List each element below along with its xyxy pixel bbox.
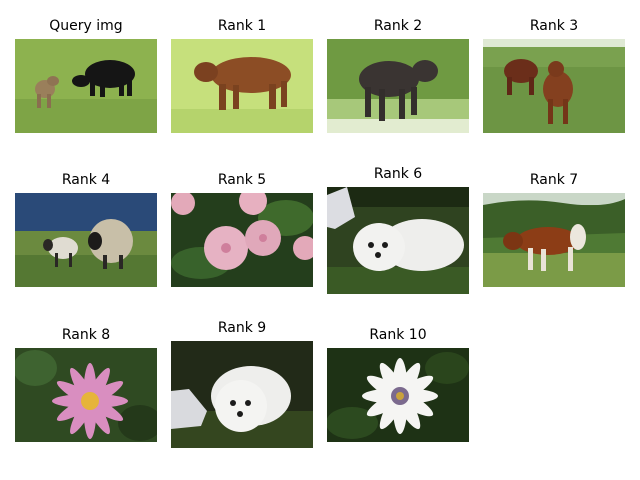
white-dog-grass-icon <box>327 187 469 294</box>
panel-rank5: Rank 5 <box>171 172 313 287</box>
black-cow-grass-icon <box>327 39 469 133</box>
brown-cow-grass-icon <box>171 39 313 133</box>
panel-caption: Rank 6 <box>373 166 423 182</box>
panel-caption: Rank 10 <box>369 327 427 343</box>
white-dog-shoe-icon <box>171 341 313 448</box>
panel-rank2: Rank 2 <box>327 18 469 133</box>
panel-caption: Rank 1 <box>217 18 267 34</box>
panel-caption: Rank 9 <box>217 320 267 336</box>
pink-flowers-leaves-icon <box>171 193 313 287</box>
panel-caption: Rank 2 <box>373 18 423 34</box>
panel-caption: Rank 7 <box>529 172 579 188</box>
white-daisy-icon <box>327 348 469 442</box>
brown-white-cow-field-icon <box>483 193 625 287</box>
panel-caption: Rank 4 <box>61 172 111 188</box>
pink-daisy-icon <box>15 348 157 442</box>
panel-rank8: Rank 8 <box>15 327 157 442</box>
panel-rank1: Rank 1 <box>171 18 313 133</box>
panel-caption: Query img <box>49 18 123 34</box>
two-brown-cows-grass-icon <box>483 39 625 133</box>
panel-rank4: Rank 4 <box>15 172 157 287</box>
panel-query: Query img <box>15 18 157 133</box>
panel-caption: Rank 8 <box>61 327 111 343</box>
sheep-and-lamb-coast-icon <box>15 193 157 287</box>
panel-caption: Rank 3 <box>529 18 579 34</box>
panel-rank9: Rank 9 <box>171 320 313 448</box>
panel-rank10: Rank 10 <box>327 327 469 442</box>
panel-rank7: Rank 7 <box>483 172 625 287</box>
cow-and-calf-grass-icon <box>15 39 157 133</box>
panel-caption: Rank 5 <box>217 172 267 188</box>
panel-rank6: Rank 6 <box>327 166 469 294</box>
panel-rank3: Rank 3 <box>483 18 625 133</box>
